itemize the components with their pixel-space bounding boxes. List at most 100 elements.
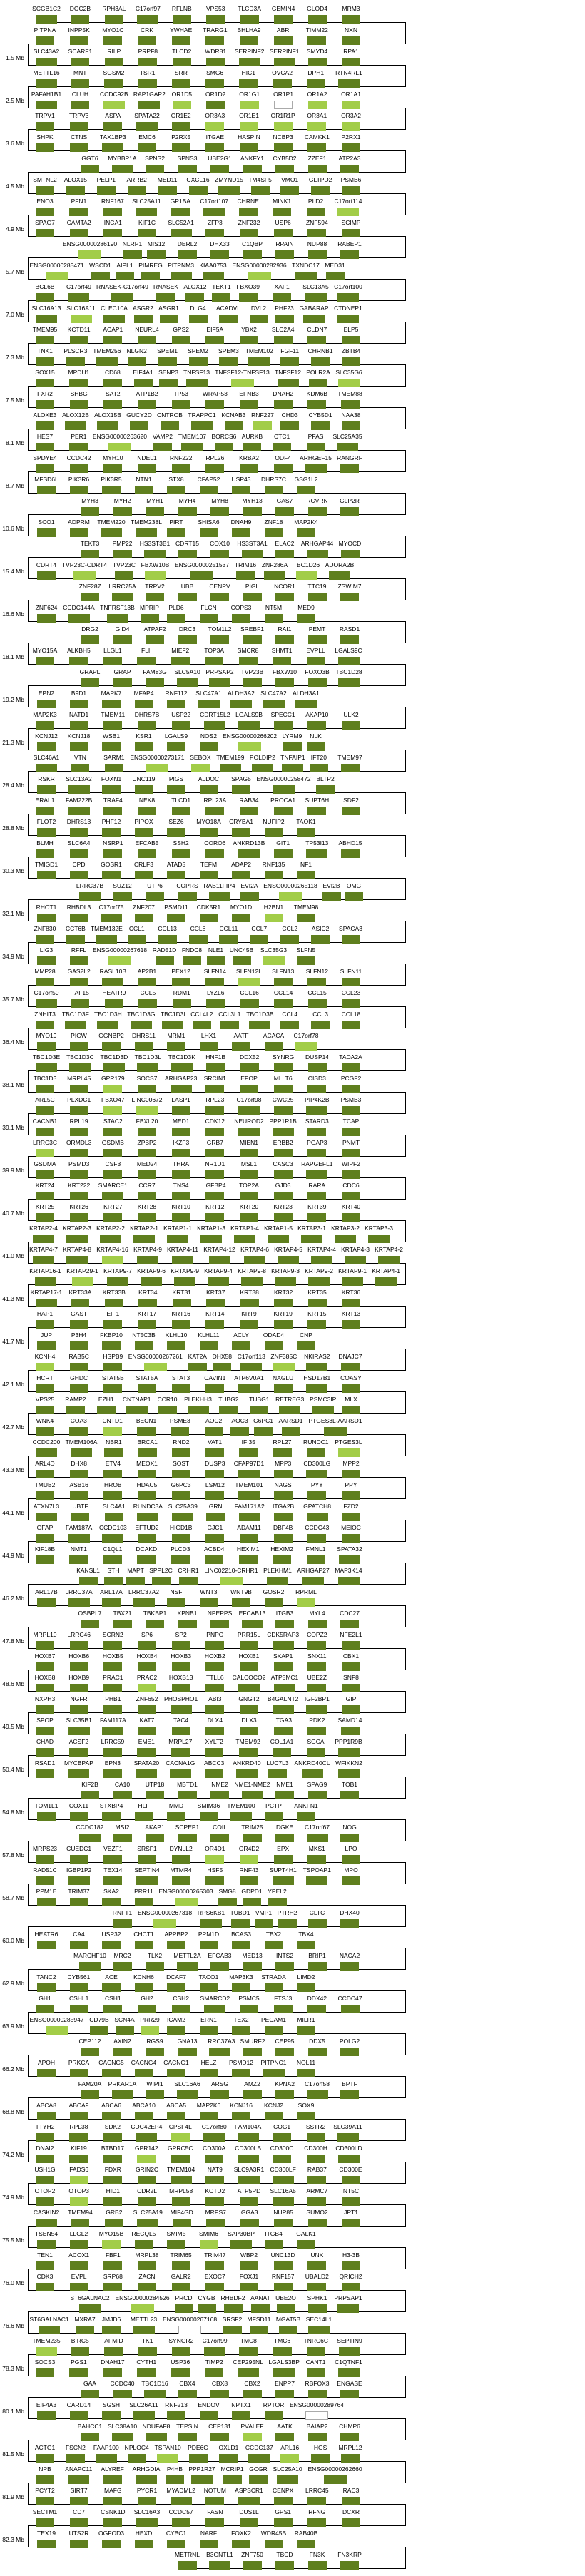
gene[interactable]: HEXIM2 (270, 1545, 293, 1567)
gene[interactable]: MYCBPAP (64, 1759, 93, 1781)
gene[interactable]: SPECC1 (271, 711, 295, 732)
gene[interactable]: MYOCD (339, 540, 361, 561)
gene[interactable]: TM4SF5 (248, 176, 272, 198)
gene[interactable]: CHD3 (280, 412, 300, 433)
gene[interactable]: FAM104A (235, 2123, 261, 2145)
gene[interactable]: PSMD11 (164, 904, 188, 925)
gene[interactable]: FAAP100 (93, 2444, 119, 2465)
gene[interactable]: C17orf100 (334, 283, 362, 305)
gene[interactable]: TP53 (171, 390, 190, 412)
gene[interactable]: VEZF1 (103, 1845, 123, 1866)
gene[interactable]: ZNF18 (264, 518, 283, 540)
gene[interactable]: NLGN2 (127, 347, 147, 369)
gene[interactable]: TUBD1 (230, 1909, 250, 1931)
gene[interactable]: KRT9 (240, 1310, 258, 1332)
gene[interactable]: RNF135 (263, 861, 285, 882)
gene[interactable]: NAA38 (342, 412, 360, 433)
gene[interactable]: RFLNB (172, 5, 192, 26)
gene[interactable]: AARSD1 (278, 1417, 303, 1438)
gene[interactable]: AOC3 (230, 1417, 249, 1438)
gene[interactable]: NLE1 (206, 946, 225, 968)
gene[interactable]: SPNS3 (178, 155, 197, 176)
gene[interactable]: RNASEK-C17orf49 (96, 283, 148, 305)
gene[interactable]: COPRS (176, 882, 198, 904)
gene[interactable]: GIT1 (273, 839, 292, 861)
gene[interactable]: DCXR (342, 2508, 360, 2530)
gene[interactable]: CD79B (89, 2016, 109, 2038)
gene[interactable]: SLC6A4 (68, 839, 90, 861)
gene[interactable]: KRTAP4-4 (307, 1246, 336, 1267)
gene[interactable]: UTP18 (146, 1781, 164, 1802)
gene[interactable]: KLHL10 (166, 1332, 187, 1353)
gene[interactable]: GHDC (69, 1374, 88, 1396)
gene[interactable]: POLG2 (340, 2038, 360, 2059)
gene[interactable]: PNPO (205, 1631, 225, 1652)
gene[interactable]: GPS2 (171, 326, 190, 347)
gene[interactable]: KRT17 (138, 1310, 156, 1332)
gene[interactable]: RHBDL3 (67, 904, 91, 925)
gene[interactable]: OR3A1 (307, 112, 327, 133)
gene[interactable]: ARHGAP23 (165, 1075, 197, 1096)
gene[interactable]: RPH3AL (102, 5, 126, 26)
gene[interactable]: ACTG1 (35, 2444, 55, 2465)
gene[interactable]: FBXL20 (136, 1118, 158, 1139)
gene[interactable]: BHLHA9 (237, 26, 261, 48)
gene[interactable]: CCDC137 (245, 2444, 273, 2465)
gene[interactable]: TRIM25 (241, 1824, 263, 1845)
gene[interactable]: PLSCR3 (63, 347, 87, 369)
gene[interactable]: WNK4 (36, 1417, 54, 1438)
gene[interactable]: INPP5K (68, 26, 90, 48)
gene[interactable]: CCL4 (280, 1011, 300, 1032)
gene[interactable]: UNC45B (230, 946, 253, 968)
gene[interactable]: WBP2 (240, 2252, 258, 2273)
gene[interactable]: CAVIN1 (204, 1374, 225, 1396)
gene[interactable]: KRT10 (172, 1203, 190, 1225)
gene[interactable]: DBF4B (273, 1524, 292, 1545)
gene[interactable]: GGA3 (240, 2209, 259, 2230)
gene[interactable]: KRTAP4-5 (274, 1246, 302, 1267)
gene[interactable]: TMEM88 (337, 390, 362, 412)
gene[interactable]: RHBDF2 (220, 2294, 245, 2316)
gene[interactable]: SMTNL2 (33, 176, 57, 198)
gene[interactable]: RPL26 (205, 454, 225, 476)
gene[interactable]: KRTAP9-7 (103, 1267, 132, 1289)
gene[interactable]: FASN (205, 2508, 225, 2530)
gene[interactable]: KRT14 (205, 1310, 224, 1332)
gene[interactable]: KRTAP4-1 (372, 1267, 400, 1289)
gene[interactable]: NEK8 (138, 797, 156, 818)
gene[interactable]: BPTF (340, 2080, 359, 2102)
gene[interactable]: RGS9 (146, 2038, 164, 2059)
gene[interactable]: CLEC10A (101, 305, 128, 326)
gene[interactable]: SOST (171, 1460, 190, 1481)
gene[interactable]: NDEL1 (137, 454, 157, 476)
gene[interactable]: RPL19 (69, 1118, 88, 1139)
gene[interactable]: ENSG00000267618 (93, 946, 147, 968)
gene[interactable]: AFMID (104, 2337, 123, 2358)
gene[interactable]: SHISA6 (198, 518, 220, 540)
gene[interactable]: ZNF207 (133, 904, 155, 925)
gene[interactable]: RAD51C (33, 1866, 57, 1888)
gene[interactable]: CCL8 (188, 925, 208, 946)
gene[interactable]: MTMR4 (171, 1866, 192, 1888)
gene[interactable]: GIP (342, 1695, 360, 1717)
gene[interactable]: PRAC2 (137, 1674, 157, 1695)
gene[interactable]: ZNF232 (238, 219, 260, 240)
gene[interactable]: RSAD1 (35, 1759, 55, 1781)
gene[interactable]: ASPA (103, 112, 123, 133)
gene[interactable]: SECTM1 (33, 2508, 57, 2530)
gene[interactable]: OR4D2 (239, 1845, 259, 1866)
gene[interactable]: JMJD6 (102, 2316, 121, 2337)
gene[interactable]: ENSG00000289764 (290, 2401, 344, 2423)
gene[interactable]: SLC16A11 (66, 305, 96, 326)
gene[interactable]: RFFL (69, 946, 88, 968)
gene[interactable]: KRTAP1-3 (197, 1225, 225, 1246)
gene[interactable]: TMEM94 (68, 2209, 93, 2230)
gene[interactable]: RECQL5 (131, 2230, 156, 2252)
gene[interactable]: CFAP97D1 (234, 1460, 264, 1481)
gene[interactable]: HOXB4 (137, 1652, 157, 1674)
gene[interactable]: MXRA7 (74, 2316, 96, 2337)
gene[interactable]: KRTAP4-8 (63, 1246, 91, 1267)
gene[interactable]: PRR15L (238, 1631, 260, 1652)
gene[interactable]: FAM83G (143, 668, 167, 690)
gene[interactable]: ALYREF (101, 2465, 124, 2487)
